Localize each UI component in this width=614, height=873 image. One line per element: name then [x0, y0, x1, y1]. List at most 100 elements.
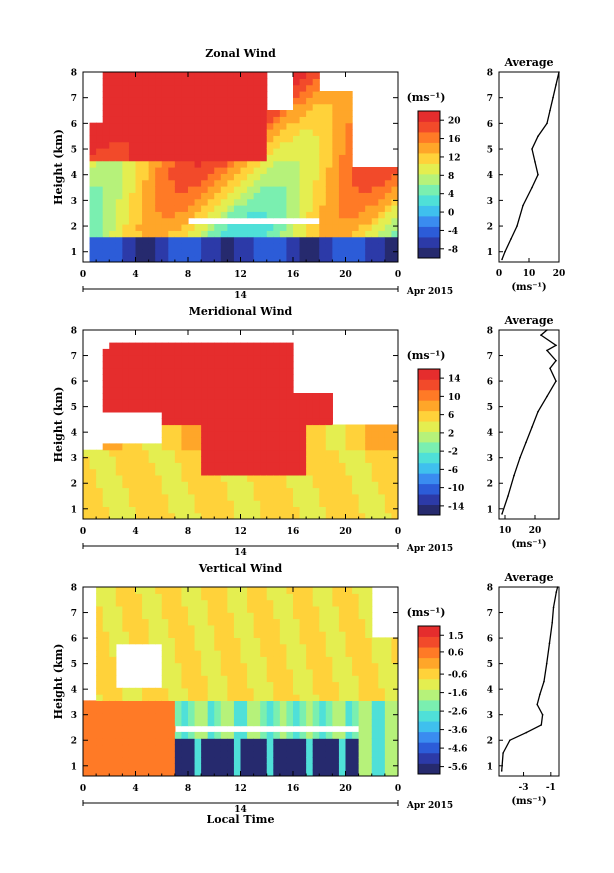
heatmap-cell — [352, 668, 360, 676]
heatmap-cell — [174, 656, 183, 664]
heatmap-cell — [109, 160, 117, 168]
heatmap-cell — [312, 224, 320, 231]
heatmap-cell — [142, 192, 150, 200]
heatmap-cell — [299, 744, 307, 752]
heatmap-cell — [319, 506, 327, 514]
heatmap-cell — [188, 462, 196, 470]
heatmap-cell — [227, 186, 235, 193]
heatmap-cell — [214, 148, 222, 155]
heatmap-cell — [240, 650, 248, 657]
profile-y-tick-label: 3 — [487, 711, 493, 721]
heatmap-cell — [220, 355, 228, 363]
heatmap-cell — [201, 424, 209, 432]
heatmap-cell — [260, 236, 268, 244]
colorbar-swatch — [418, 710, 440, 722]
heatmap-cell — [293, 243, 301, 250]
heatmap-cell — [207, 160, 215, 168]
heatmap-cell — [168, 110, 176, 117]
heatmap-cell — [207, 668, 215, 676]
heatmap-cell — [115, 361, 123, 369]
heatmap-cell — [214, 78, 222, 86]
heatmap-cell — [279, 361, 288, 369]
profile-point — [546, 122, 548, 125]
heatmap-cell — [122, 173, 130, 181]
heatmap-cell — [233, 198, 242, 206]
heatmap-cell — [391, 437, 398, 444]
heatmap-cell — [188, 411, 196, 419]
heatmap-cell — [188, 418, 196, 426]
profile-y-tick-label: 1 — [487, 248, 493, 258]
heatmap-cell — [194, 599, 202, 607]
heatmap-cell — [312, 643, 320, 651]
colorbar-swatch — [418, 668, 440, 680]
heatmap-cell — [384, 713, 393, 720]
heatmap-cell — [358, 713, 366, 720]
heatmap-cell — [188, 713, 196, 720]
heatmap-cell — [286, 738, 294, 746]
heatmap-cell — [306, 487, 314, 495]
heatmap-cell — [201, 437, 209, 444]
heatmap-cell — [181, 681, 189, 689]
heatmap-cell — [155, 769, 163, 776]
heatmap-cell — [332, 449, 340, 457]
heatmap-cell — [142, 500, 150, 507]
heatmap-cell — [253, 186, 261, 193]
heatmap-cell — [286, 148, 294, 155]
heatmap-cell — [312, 97, 320, 105]
heatmap-cell — [325, 249, 333, 257]
heatmap-cell — [319, 668, 327, 676]
heatmap-cell — [128, 593, 137, 601]
heatmap-cell — [102, 122, 110, 130]
heatmap-cell — [365, 186, 373, 193]
heatmap-cell — [155, 97, 163, 105]
heatmap-cell — [227, 135, 235, 143]
heatmap-cell — [122, 355, 130, 363]
heatmap-cell — [115, 405, 123, 413]
heatmap-cell — [332, 694, 340, 701]
heatmap-cell — [109, 744, 117, 752]
heatmap-cell — [109, 456, 117, 463]
heatmap-cell — [345, 512, 353, 519]
heatmap-cell — [194, 468, 202, 476]
heatmap-cell — [273, 148, 281, 155]
heatmap-cell — [227, 481, 235, 489]
heatmap-cell — [247, 487, 255, 495]
heatmap-cell — [384, 668, 393, 676]
profile-point — [555, 359, 557, 362]
heatmap-cell — [352, 706, 360, 714]
heatmap-cell — [325, 217, 333, 225]
heatmap-cell — [207, 211, 215, 219]
heatmap-cell — [358, 493, 366, 501]
heatmap-cell — [188, 399, 196, 407]
heatmap-cell — [201, 154, 209, 162]
colorbar-frame — [417, 110, 441, 259]
day-label: 14 — [234, 291, 247, 301]
heatmap-cell — [391, 456, 398, 463]
heatmap-cell — [260, 713, 268, 720]
heatmap-cell — [253, 506, 261, 514]
heatmap-cell — [332, 643, 340, 651]
heatmap-cell — [122, 769, 130, 776]
heatmap-cell — [338, 449, 347, 457]
heatmap-cell — [207, 763, 215, 771]
heatmap-cell — [128, 487, 137, 495]
heatmap-cell — [161, 211, 169, 219]
heatmap-cell — [332, 110, 340, 117]
heatmap-cell — [227, 78, 235, 86]
heatmap-cell — [174, 694, 183, 701]
heatmap-cell — [365, 599, 373, 607]
heatmap-cell — [102, 405, 110, 413]
heatmap-cell — [194, 367, 202, 375]
heatmap-cell — [260, 624, 268, 632]
heatmap-cell — [384, 493, 393, 501]
heatmap-cell — [168, 424, 176, 432]
heatmap-cell — [174, 236, 183, 244]
colorbar-tick-label: 8 — [448, 172, 454, 182]
heatmap-cell — [115, 122, 123, 130]
heatmap-cell — [168, 386, 176, 394]
colorbar-tick-label: 16 — [448, 135, 461, 145]
heatmap-cell — [174, 687, 183, 695]
heatmap-cell — [220, 399, 228, 407]
heatmap-cell — [325, 681, 333, 689]
heatmap-cell — [371, 731, 379, 739]
